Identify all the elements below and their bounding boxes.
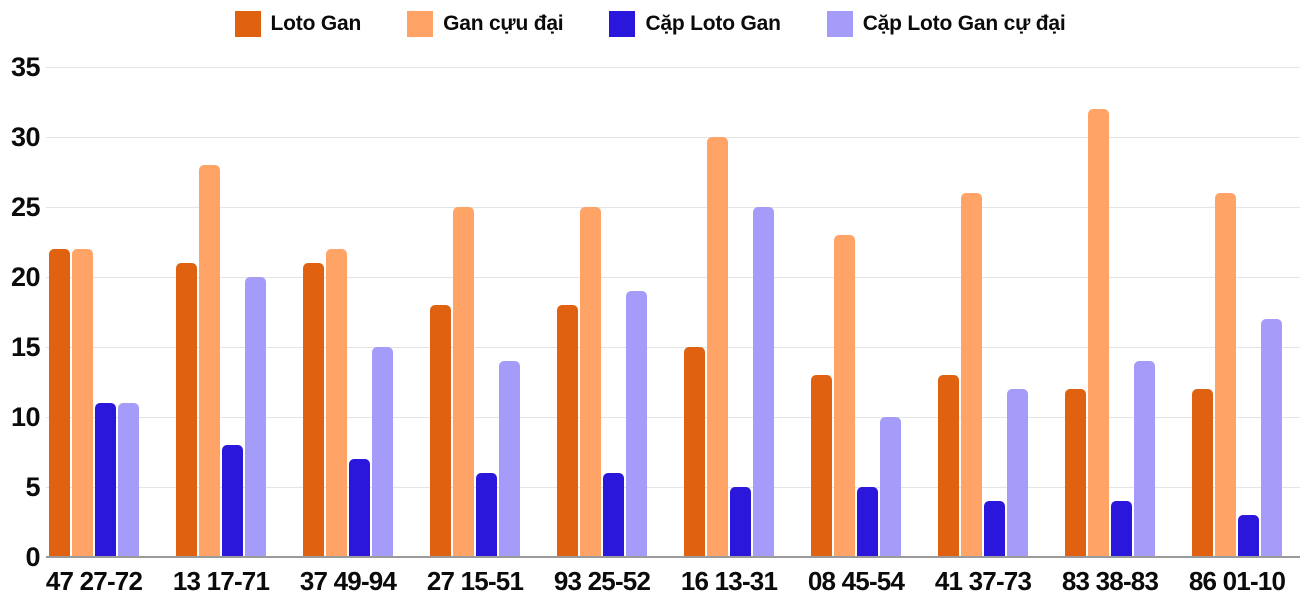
bar-group-5 [557, 67, 647, 557]
bar-cặp-loto-gan-cự-đại[interactable] [118, 403, 139, 557]
gridline-y25 [46, 207, 1300, 208]
bar-cặp-loto-gan-cự-đại[interactable] [245, 277, 266, 557]
bar-group-1 [49, 67, 139, 557]
x-axis-baseline [46, 556, 1300, 558]
bar-loto-gan[interactable] [684, 347, 705, 557]
bar-loto-gan[interactable] [303, 263, 324, 557]
bar-cặp-loto-gan-cự-đại[interactable] [1007, 389, 1028, 557]
x-axis-tick-label: 08 45-54 [807, 566, 905, 596]
legend-label: Cặp Loto Gan [645, 12, 781, 35]
y-axis-tick-label: 20 [10, 262, 41, 292]
gridline-y35 [46, 67, 1300, 68]
bar-cặp-loto-gan-cự-đại[interactable] [1134, 361, 1155, 557]
bar-cặp-loto-gan[interactable] [857, 487, 878, 557]
bar-cặp-loto-gan-cự-đại[interactable] [372, 347, 393, 557]
bar-loto-gan[interactable] [811, 375, 832, 557]
x-axis-tick-label: 93 25-52 [553, 566, 651, 596]
x-axis-tick-label: 86 01-10 [1188, 566, 1286, 596]
legend-swatch-icon [407, 11, 434, 37]
legend-swatch-icon [609, 11, 636, 37]
legend-label: Cặp Loto Gan cự đại [862, 12, 1066, 35]
bar-loto-gan[interactable] [557, 305, 578, 557]
bar-group-3 [303, 67, 393, 557]
bar-gan-cựu-đại[interactable] [1088, 109, 1109, 557]
bar-group-8 [938, 67, 1028, 557]
x-axis-tick-label: 16 13-31 [680, 566, 778, 596]
bar-cặp-loto-gan-cự-đại[interactable] [499, 361, 520, 557]
bar-loto-gan[interactable] [938, 375, 959, 557]
legend-item-4[interactable]: Cặp Loto Gan cự đại [826, 11, 1066, 37]
bar-gan-cựu-đại[interactable] [707, 137, 728, 557]
bar-group-9 [1065, 67, 1155, 557]
bar-gan-cựu-đại[interactable] [961, 193, 982, 557]
bar-loto-gan[interactable] [176, 263, 197, 557]
y-axis-tick-label: 30 [10, 122, 41, 152]
y-axis-tick-label: 10 [10, 402, 41, 432]
bar-cặp-loto-gan[interactable] [95, 403, 116, 557]
bar-cặp-loto-gan[interactable] [603, 473, 624, 557]
x-axis-tick-label: 41 37-73 [934, 566, 1032, 596]
bar-gan-cựu-đại[interactable] [199, 165, 220, 557]
bar-cặp-loto-gan[interactable] [1111, 501, 1132, 557]
bar-loto-gan[interactable] [1192, 389, 1213, 557]
bar-group-7 [811, 67, 901, 557]
bar-group-4 [430, 67, 520, 557]
bar-gan-cựu-đại[interactable] [1215, 193, 1236, 557]
y-axis-tick-label: 0 [25, 542, 40, 572]
legend-item-3[interactable]: Cặp Loto Gan [609, 11, 781, 37]
legend-swatch-icon [826, 11, 853, 37]
x-axis-tick-label: 47 27-72 [45, 566, 143, 596]
bar-group-10 [1192, 67, 1282, 557]
x-axis-tick-label: 13 17-71 [172, 566, 270, 596]
legend-item-2[interactable]: Gan cựu đại [407, 11, 564, 37]
y-axis-tick-label: 25 [10, 192, 41, 222]
bar-cặp-loto-gan-cự-đại[interactable] [626, 291, 647, 557]
bar-gan-cựu-đại[interactable] [72, 249, 93, 557]
y-axis-tick-label: 35 [10, 52, 41, 82]
bar-gan-cựu-đại[interactable] [326, 249, 347, 557]
bar-loto-gan[interactable] [49, 249, 70, 557]
bar-loto-gan[interactable] [430, 305, 451, 557]
bar-cặp-loto-gan[interactable] [730, 487, 751, 557]
legend-label: Gan cựu đại [443, 12, 564, 35]
legend-label: Loto Gan [270, 12, 362, 35]
bar-cặp-loto-gan-cự-đại[interactable] [1261, 319, 1282, 557]
gridline-y5 [46, 487, 1300, 488]
bar-cặp-loto-gan-cự-đại[interactable] [880, 417, 901, 557]
bar-cặp-loto-gan[interactable] [349, 459, 370, 557]
legend-item-1[interactable]: Loto Gan [234, 11, 362, 37]
bar-gan-cựu-đại[interactable] [580, 207, 601, 557]
bar-cặp-loto-gan[interactable] [1238, 515, 1259, 557]
x-axis-tick-label: 83 38-83 [1061, 566, 1159, 596]
bar-gan-cựu-đại[interactable] [453, 207, 474, 557]
chart-legend: Loto Gan Gan cựu đại Cặp Loto Gan Cặp Loto … [0, 8, 1300, 40]
bar-cặp-loto-gan[interactable] [222, 445, 243, 557]
y-axis-tick-label: 5 [25, 472, 40, 502]
bar-group-6 [684, 67, 774, 557]
gridline-y30 [46, 137, 1300, 138]
gridline-y10 [46, 417, 1300, 418]
legend-swatch-icon [234, 11, 261, 37]
bar-cặp-loto-gan-cự-đại[interactable] [753, 207, 774, 557]
bar-loto-gan[interactable] [1065, 389, 1086, 557]
gridline-y15 [46, 347, 1300, 348]
bar-cặp-loto-gan[interactable] [476, 473, 497, 557]
x-axis-tick-label: 27 15-51 [426, 566, 524, 596]
bar-cặp-loto-gan[interactable] [984, 501, 1005, 557]
bar-group-2 [176, 67, 266, 557]
bar-gan-cựu-đại[interactable] [834, 235, 855, 557]
gridline-y20 [46, 277, 1300, 278]
y-axis-tick-label: 15 [10, 332, 41, 362]
x-axis-tick-label: 37 49-94 [299, 566, 397, 596]
